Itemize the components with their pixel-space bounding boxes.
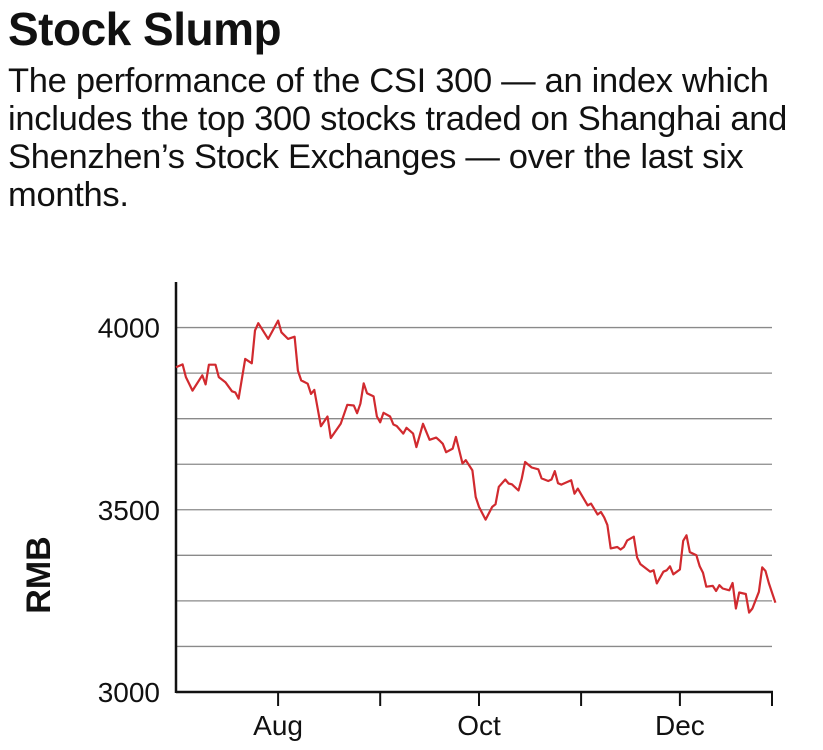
x-ticks: Aug Oct Dec — [253, 692, 773, 741]
y-tick-labels: 3000 3500 4000 — [98, 313, 160, 708]
x-tick-label: Dec — [655, 710, 705, 741]
y-axis-label: RMB — [20, 536, 58, 613]
x-tick-label: Aug — [253, 710, 303, 741]
y-tick-label: 4000 — [98, 313, 160, 344]
y-tick-label: 3500 — [98, 495, 160, 526]
axes — [174, 282, 773, 694]
chart-subtitle: The performance of the CSI 300 — an inde… — [8, 62, 788, 214]
series — [175, 319, 777, 614]
y-tick-label: 3000 — [98, 677, 160, 708]
gridlines — [176, 326, 772, 648]
chart-title: Stock Slump — [8, 3, 282, 55]
x-tick-label: Oct — [457, 710, 501, 741]
csi300-line — [175, 319, 777, 614]
